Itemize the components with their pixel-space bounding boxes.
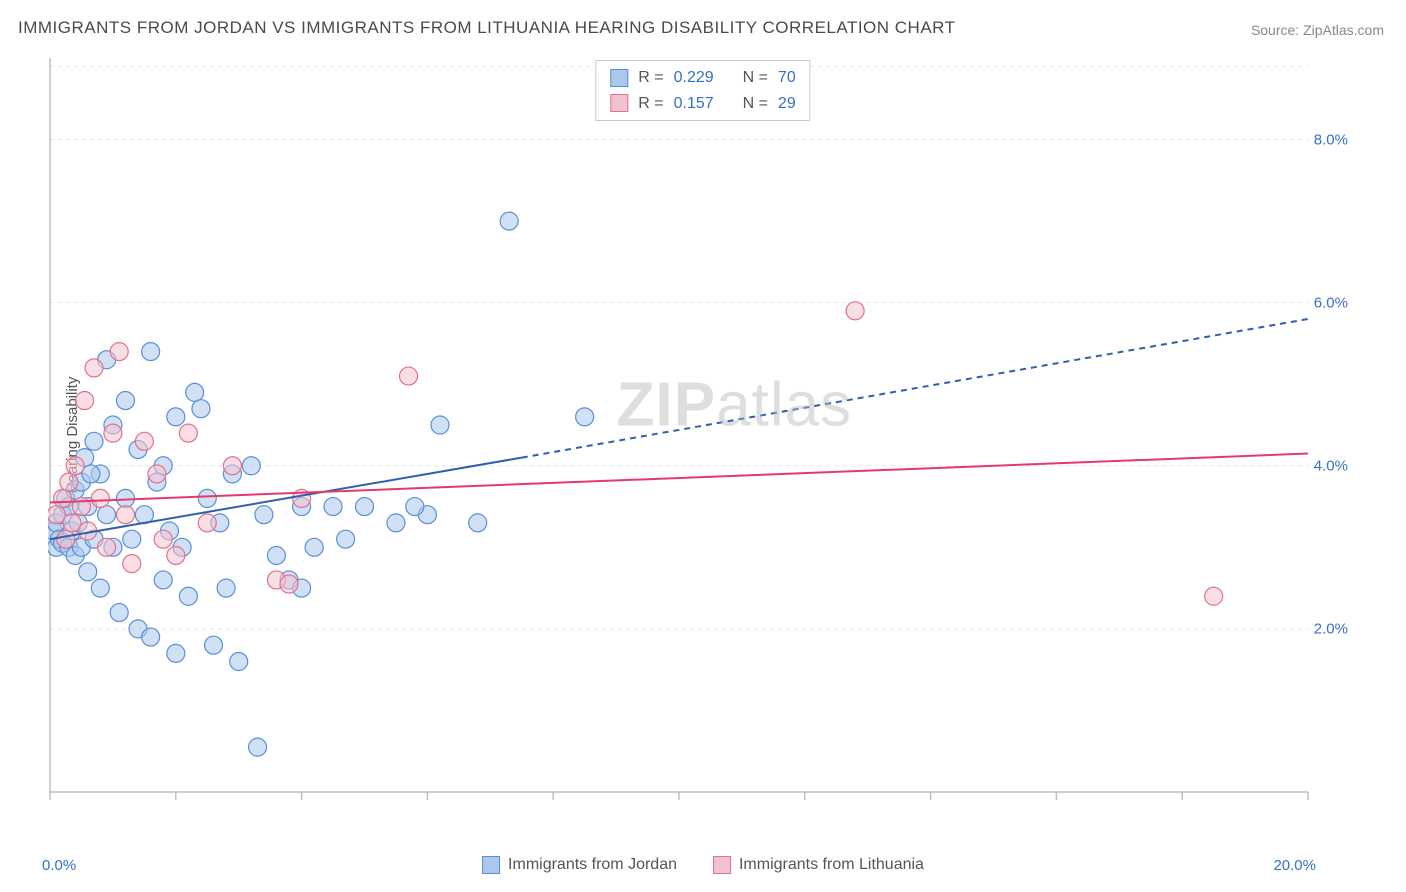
x-tick-min: 0.0%	[42, 857, 76, 874]
watermark-rest: atlas	[716, 370, 852, 439]
watermark: ZIPatlas	[617, 369, 852, 440]
legend-label: Immigrants from Jordan	[508, 856, 677, 874]
legend-swatch	[482, 856, 500, 874]
legend-swatch	[713, 856, 731, 874]
stat-n-label: N =	[743, 91, 768, 117]
y-tick-label: 4.0%	[1314, 457, 1348, 474]
legend-stats-row: R = 0.157 N = 29	[610, 91, 795, 117]
y-tick-label: 8.0%	[1314, 131, 1348, 148]
chart-area: Hearing Disability ZIPatlas 2.0%4.0%6.0%…	[48, 56, 1368, 814]
legend-item: Immigrants from Lithuania	[713, 856, 924, 874]
stat-r-label: R =	[638, 65, 663, 91]
legend-series: Immigrants from Jordan Immigrants from Li…	[482, 856, 924, 874]
legend-label: Immigrants from Lithuania	[739, 856, 924, 874]
legend-stats-row: R = 0.229 N = 70	[610, 65, 795, 91]
stat-n-label: N =	[743, 65, 768, 91]
stat-r-label: R =	[638, 91, 663, 117]
chart-title: IMMIGRANTS FROM JORDAN VS IMMIGRANTS FRO…	[18, 18, 956, 38]
stat-r-value: 0.157	[674, 91, 714, 117]
chart-source: Source: ZipAtlas.com	[1251, 22, 1384, 38]
legend-item: Immigrants from Jordan	[482, 856, 677, 874]
stat-r-value: 0.229	[674, 65, 714, 91]
legend-swatch	[610, 69, 628, 87]
stat-n-value: 29	[778, 91, 796, 117]
legend-stats: R = 0.229 N = 70 R = 0.157 N = 29	[595, 60, 810, 121]
y-tick-label: 2.0%	[1314, 620, 1348, 637]
watermark-bold: ZIP	[617, 370, 716, 439]
stat-n-value: 70	[778, 65, 796, 91]
x-tick-max: 20.0%	[1273, 857, 1316, 874]
y-tick-label: 6.0%	[1314, 294, 1348, 311]
legend-swatch	[610, 94, 628, 112]
